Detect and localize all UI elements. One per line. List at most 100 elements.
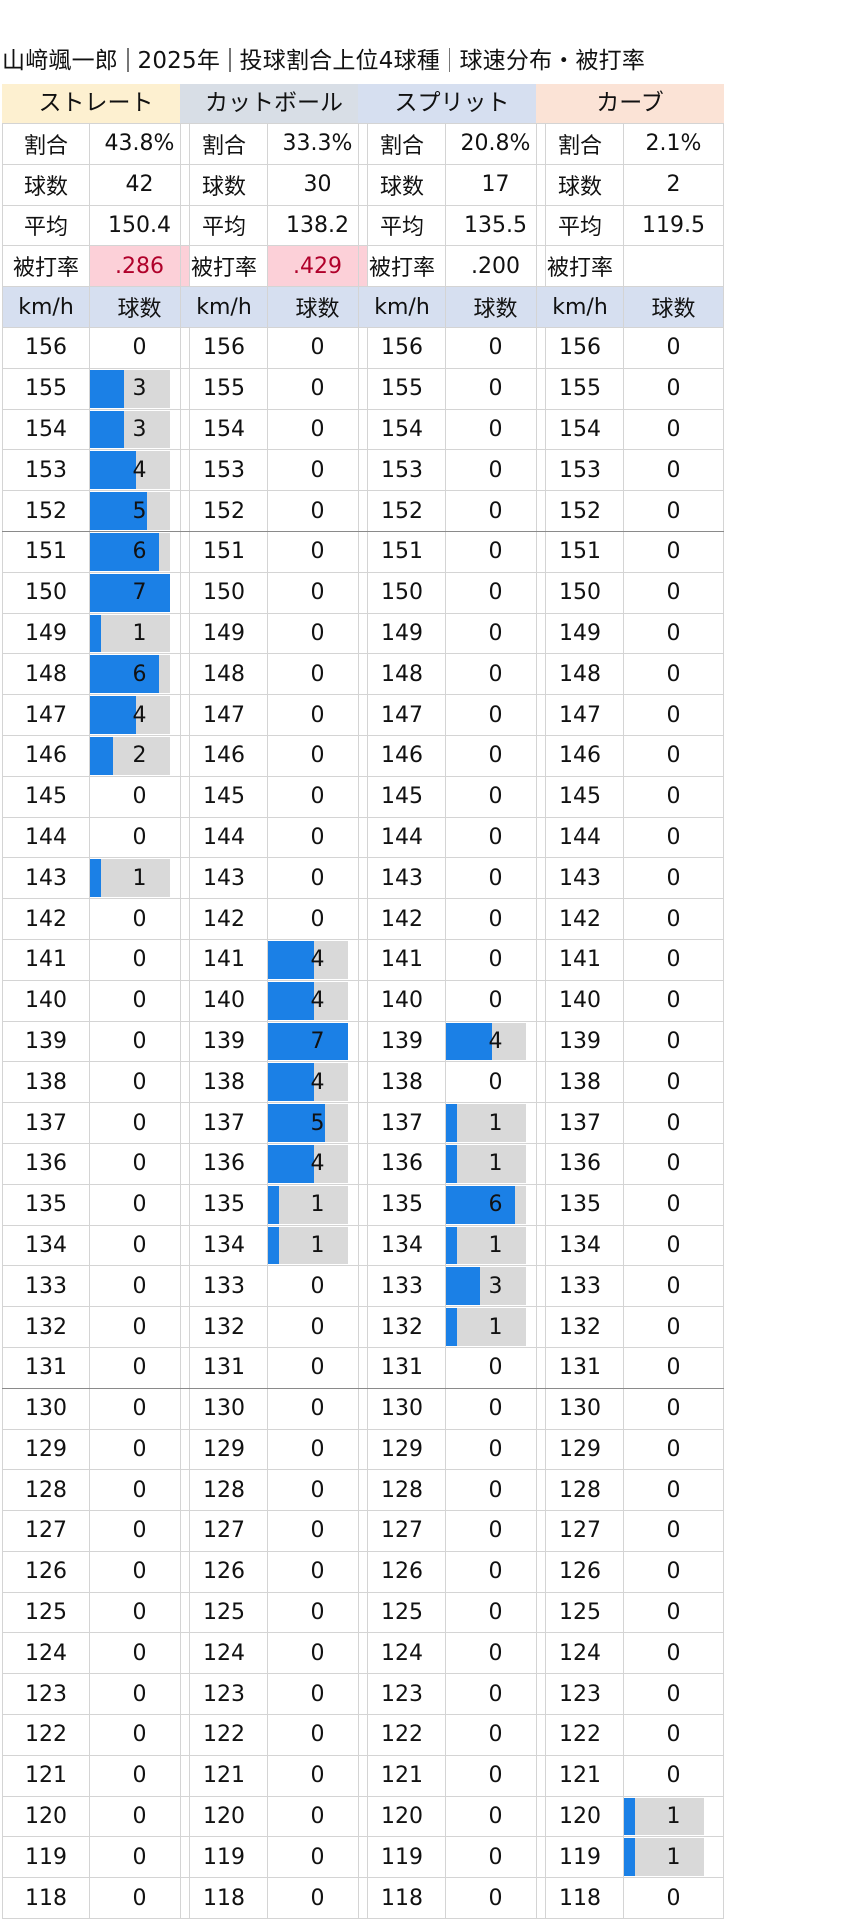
pitch-count-cell: 1 bbox=[446, 1307, 546, 1347]
pitch-count-cell: 0 bbox=[90, 1388, 190, 1429]
speed-value: 139 bbox=[358, 1021, 446, 1062]
speed-row: 135 0 bbox=[536, 1184, 724, 1226]
title-divider bbox=[448, 48, 451, 72]
speed-value: 140 bbox=[358, 980, 446, 1021]
stat-row-count: 球数 42 bbox=[2, 164, 190, 206]
pitch-count-value: 0 bbox=[488, 661, 503, 687]
pitch-count-value: 0 bbox=[310, 1518, 325, 1544]
speed-row: 143 0 bbox=[358, 858, 546, 900]
pitch-count-cell: 1 bbox=[446, 1225, 546, 1266]
pitch-count-cell: 0 bbox=[446, 1470, 546, 1511]
speed-row: 144 0 bbox=[180, 817, 368, 859]
pitch-count-cell: 6 bbox=[90, 654, 190, 695]
speed-row: 124 0 bbox=[536, 1633, 724, 1675]
speed-value: 132 bbox=[536, 1307, 624, 1347]
page-title: 山﨑颯一郎 2025年 投球割合上位4球種 球速分布・被打率 bbox=[2, 42, 645, 80]
pitch-count-cell: 0 bbox=[624, 1674, 724, 1715]
pitch-count-cell: 0 bbox=[268, 1511, 368, 1551]
pitch-type-header: ストレート bbox=[2, 84, 190, 124]
speed-value: 134 bbox=[180, 1225, 268, 1266]
pitch-count-value: 7 bbox=[310, 1028, 325, 1054]
pitch-count-value: 0 bbox=[666, 1192, 681, 1218]
stat-row-ratio: 割合 20.8% bbox=[358, 124, 546, 165]
speed-row: 143 1 bbox=[2, 858, 190, 900]
pitch-count-value: 0 bbox=[488, 1396, 503, 1422]
count-bar bbox=[446, 1144, 457, 1183]
speed-row: 138 0 bbox=[2, 1062, 190, 1104]
stat-value: 135.5 bbox=[446, 205, 546, 246]
speed-row: 148 0 bbox=[536, 654, 724, 696]
pitch-table: カーブ 割合 2.1% 球数 2 平均 119.5 被打率 km/h 球数 156 0 155 0 154 0… bbox=[536, 84, 724, 1920]
stat-value: 2 bbox=[624, 164, 724, 205]
pitch-count-cell: 0 bbox=[446, 1551, 546, 1592]
speed-row: 125 0 bbox=[2, 1592, 190, 1634]
pitch-count-cell: 0 bbox=[90, 939, 190, 980]
pitch-count-cell: 6 bbox=[90, 531, 190, 572]
pitch-count-cell: 0 bbox=[90, 1266, 190, 1307]
speed-row: 137 5 bbox=[180, 1103, 368, 1144]
speed-row: 151 6 bbox=[2, 531, 190, 573]
speed-value: 155 bbox=[2, 368, 90, 409]
pitch-count-value: 0 bbox=[132, 988, 147, 1014]
pitch-count-cell: 0 bbox=[446, 572, 546, 613]
pitch-count-value: 0 bbox=[666, 416, 681, 442]
pitch-count-cell: 0 bbox=[90, 1429, 190, 1470]
speed-value: 125 bbox=[180, 1592, 268, 1633]
speed-row: 141 0 bbox=[358, 939, 546, 981]
speed-value: 156 bbox=[180, 327, 268, 368]
speed-value: 143 bbox=[180, 858, 268, 899]
pitch-count-value: 0 bbox=[488, 702, 503, 728]
speed-value: 148 bbox=[536, 654, 624, 695]
speed-value: 141 bbox=[358, 939, 446, 980]
pitch-count-value: 0 bbox=[310, 1273, 325, 1299]
pitch-count-value: 0 bbox=[488, 824, 503, 850]
speed-value: 146 bbox=[180, 735, 268, 776]
pitch-count-value: 0 bbox=[666, 1273, 681, 1299]
speed-value: 156 bbox=[358, 327, 446, 368]
speed-value: 126 bbox=[180, 1551, 268, 1592]
pitch-count-value: 0 bbox=[310, 1763, 325, 1789]
pitch-count-value: 0 bbox=[132, 1396, 147, 1422]
speed-value: 119 bbox=[2, 1837, 90, 1878]
pitch-count-value: 0 bbox=[310, 620, 325, 646]
speed-value: 127 bbox=[180, 1511, 268, 1551]
pitch-count-value: 0 bbox=[666, 906, 681, 932]
speed-value: 145 bbox=[358, 776, 446, 817]
bar-background bbox=[268, 1226, 348, 1265]
pitch-count-cell: 0 bbox=[268, 572, 368, 613]
speed-value: 153 bbox=[358, 450, 446, 491]
bar-background bbox=[446, 1104, 526, 1142]
speed-value: 154 bbox=[536, 409, 624, 450]
bar-background bbox=[624, 1838, 704, 1877]
stat-row-avg: 平均 135.5 bbox=[358, 205, 546, 247]
speed-value: 137 bbox=[180, 1103, 268, 1143]
pitch-count-cell: 0 bbox=[268, 1796, 368, 1837]
speed-row: 155 3 bbox=[2, 368, 190, 410]
speed-row: 130 0 bbox=[180, 1388, 368, 1430]
count-column-header: 球数 bbox=[268, 287, 368, 327]
stat-row-ratio: 割合 2.1% bbox=[536, 124, 724, 165]
pitch-count-value: 0 bbox=[310, 1640, 325, 1666]
speed-row: 146 0 bbox=[358, 735, 546, 777]
speed-value: 146 bbox=[2, 735, 90, 776]
pitch-count-value: 0 bbox=[488, 580, 503, 606]
speed-value: 151 bbox=[180, 531, 268, 572]
pitch-count-value: 0 bbox=[132, 784, 147, 810]
count-bar bbox=[446, 1185, 515, 1224]
pitch-count-cell: 1 bbox=[624, 1796, 724, 1837]
speed-value: 130 bbox=[2, 1388, 90, 1429]
speed-value: 128 bbox=[2, 1470, 90, 1511]
speed-value: 124 bbox=[536, 1633, 624, 1674]
speed-value: 131 bbox=[180, 1347, 268, 1388]
speed-row: 149 1 bbox=[2, 613, 190, 655]
count-bar bbox=[90, 696, 136, 734]
pitch-count-value: 0 bbox=[310, 1436, 325, 1462]
speed-row: 142 0 bbox=[180, 899, 368, 940]
speed-row: 136 0 bbox=[2, 1143, 190, 1185]
pitch-count-value: 7 bbox=[132, 580, 147, 606]
pitch-count-value: 0 bbox=[132, 1069, 147, 1095]
pitch-count-value: 0 bbox=[666, 1396, 681, 1422]
speed-row: 146 2 bbox=[2, 735, 190, 777]
speed-row: 141 0 bbox=[2, 939, 190, 981]
stat-value: 138.2 bbox=[268, 205, 368, 246]
